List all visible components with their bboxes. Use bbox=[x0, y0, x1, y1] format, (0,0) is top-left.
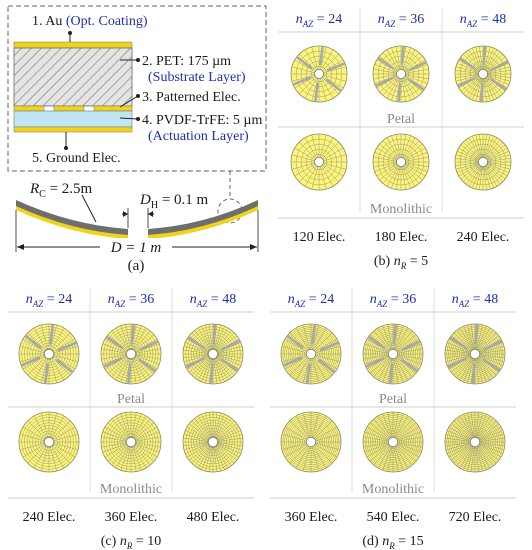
panel-a: 1. Au (Opt. Coating) 2. PET: 175 µm (Sub… bbox=[7, 5, 267, 274]
monolithic-disk bbox=[280, 411, 342, 473]
naz-label: nAZ = 36 bbox=[108, 292, 154, 309]
monolithic-disk bbox=[290, 133, 348, 191]
naz-label: nAZ = 48 bbox=[452, 292, 498, 309]
elec-count-label: 360 Elec. bbox=[285, 510, 338, 525]
layer3-label: 3. Patterned Elec. bbox=[142, 90, 241, 105]
patterned-elec-1 bbox=[13, 105, 45, 112]
ground-elec-layer bbox=[13, 126, 133, 133]
layer5-label: 5. Ground Elec. bbox=[32, 151, 121, 166]
layer2-note: (Substrate Layer) bbox=[148, 70, 246, 85]
naz-label: nAZ = 24 bbox=[288, 292, 334, 309]
layer4-note: (Actuation Layer) bbox=[148, 129, 249, 144]
monolithic-disk bbox=[372, 133, 430, 191]
petal-disk bbox=[290, 45, 348, 103]
naz-label: nAZ = 24 bbox=[26, 292, 72, 309]
panel-caption: (b) nR = 5 bbox=[374, 254, 428, 271]
au-layer bbox=[13, 41, 133, 49]
rc-label: RC = 2.5m bbox=[29, 181, 93, 200]
pet-layer bbox=[13, 47, 133, 107]
monolithic-disk bbox=[182, 411, 244, 473]
monolithic-label: Monolithic bbox=[100, 482, 162, 497]
monolithic-disk bbox=[100, 411, 162, 473]
naz-label: nAZ = 48 bbox=[190, 292, 236, 309]
naz-label: nAZ = 48 bbox=[460, 12, 506, 29]
panel-b: nAZ = 24 nAZ = 36 nAZ = 48 Petal Monolithic 1… bbox=[278, 8, 524, 271]
elec-count-label: 240 Elec. bbox=[457, 230, 510, 245]
monolithic-disk bbox=[362, 411, 424, 473]
petal-disk bbox=[362, 323, 424, 385]
petal-disk bbox=[280, 323, 342, 385]
layer2-label: 2. PET: 175 µm bbox=[142, 54, 231, 69]
monolithic-label: Monolithic bbox=[370, 202, 432, 217]
panel-caption: (c) nR = 10 bbox=[101, 534, 161, 550]
layer1-label: 1. Au (Opt. Coating) bbox=[32, 14, 148, 29]
disk-panels: nAZ = 24 nAZ = 36 nAZ = 48 Petal Monolithic 1… bbox=[8, 8, 524, 550]
layer4-label: 4. PVDF-TrFE: 5 µm bbox=[142, 113, 262, 128]
petal-label: Petal bbox=[117, 392, 145, 407]
naz-label: nAZ = 24 bbox=[296, 12, 342, 29]
patterned-elec-2 bbox=[53, 105, 85, 112]
monolithic-disk bbox=[18, 411, 80, 473]
petal-disk bbox=[100, 323, 162, 385]
elec-count-label: 480 Elec. bbox=[187, 510, 240, 525]
petal-label: Petal bbox=[379, 392, 407, 407]
elec-count-label: 540 Elec. bbox=[367, 510, 420, 525]
panel-caption: (d) nR = 15 bbox=[362, 534, 423, 550]
petal-disk bbox=[182, 323, 244, 385]
dh-label: DH = 0.1 m bbox=[139, 192, 209, 211]
elec-count-label: 720 Elec. bbox=[449, 510, 502, 525]
pvdf-layer bbox=[13, 110, 133, 128]
petal-disk bbox=[454, 45, 512, 103]
elec-count-label: 180 Elec. bbox=[375, 230, 428, 245]
naz-label: nAZ = 36 bbox=[370, 292, 416, 309]
panel-a-label: (a) bbox=[128, 258, 145, 274]
petal-disk bbox=[372, 45, 430, 103]
elec-count-label: 360 Elec. bbox=[105, 510, 158, 525]
elec-count-label: 120 Elec. bbox=[293, 230, 346, 245]
layer-stack bbox=[13, 31, 140, 150]
d-label: D = 1 m bbox=[110, 240, 162, 256]
petal-label: Petal bbox=[387, 112, 415, 127]
patterned-elec-3 bbox=[93, 105, 133, 112]
panel-c: nAZ = 24 nAZ = 36 nAZ = 48 Petal Monolithic 2… bbox=[8, 288, 254, 550]
monolithic-label: Monolithic bbox=[362, 482, 424, 497]
petal-disk bbox=[444, 323, 506, 385]
curved-mirror bbox=[16, 200, 258, 239]
panel-d: nAZ = 24 nAZ = 36 nAZ = 48 Petal Monolithic 3… bbox=[270, 288, 516, 550]
monolithic-disk bbox=[454, 133, 512, 191]
naz-label: nAZ = 36 bbox=[378, 12, 424, 29]
petal-disk bbox=[18, 323, 80, 385]
monolithic-disk bbox=[444, 411, 506, 473]
inset-dashed-box bbox=[7, 5, 267, 172]
elec-count-label: 240 Elec. bbox=[23, 510, 76, 525]
